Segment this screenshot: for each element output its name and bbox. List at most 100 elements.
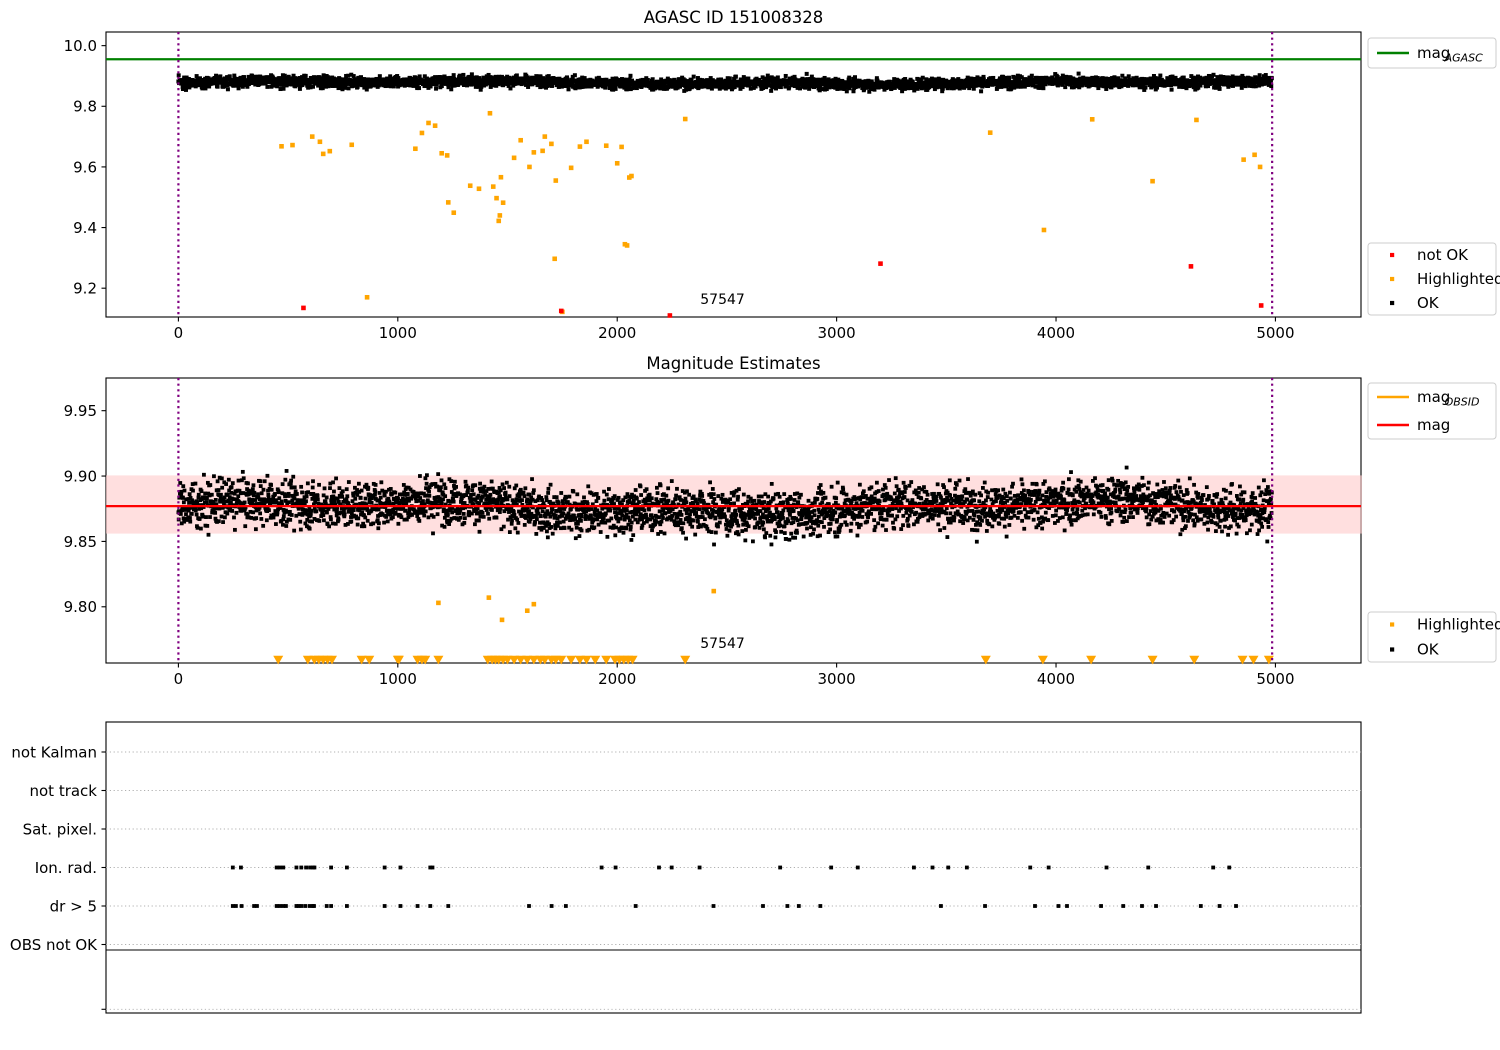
data-point-ok	[535, 517, 539, 522]
data-point-ok	[339, 510, 343, 515]
data-point-ok	[504, 480, 509, 485]
data-point-highlighted	[1089, 117, 1095, 122]
data-point-ok	[746, 76, 751, 81]
data-point-ok	[518, 487, 523, 492]
data-point-ok	[362, 513, 366, 518]
data-point-ok	[522, 494, 527, 499]
data-point-highlighted	[279, 144, 284, 149]
data-point-ok	[365, 508, 370, 512]
data-point-ok	[365, 506, 369, 510]
data-point-ok	[329, 501, 334, 506]
data-point-ok	[313, 500, 318, 505]
data-point-ok	[371, 521, 376, 526]
data-point-ok	[402, 517, 407, 522]
data-point-ok	[1191, 75, 1196, 80]
data-point-ok	[473, 498, 478, 502]
data-point-ok	[522, 522, 527, 527]
data-point-ok	[507, 510, 511, 514]
data-point-ok	[179, 521, 184, 526]
data-point-ok	[373, 482, 378, 487]
data-point-ok	[290, 498, 295, 503]
data-point-ok	[469, 498, 474, 503]
data-point-ok	[515, 530, 520, 535]
data-point-ok	[225, 511, 230, 516]
data-point-ok	[645, 77, 650, 82]
data-point-ok	[293, 489, 298, 494]
data-point-ok	[251, 510, 256, 515]
data-point-ok	[184, 497, 189, 502]
data-point-ok	[340, 87, 345, 92]
data-point-ok	[565, 500, 570, 505]
data-point-highlighted	[500, 200, 506, 205]
data-point-ok	[361, 521, 366, 526]
data-point-ok	[740, 85, 745, 90]
data-point-ok	[417, 518, 422, 523]
data-point-ok	[553, 526, 558, 531]
data-point-ok	[412, 508, 417, 513]
data-point-ok	[995, 85, 1000, 90]
data-point-not-ok	[558, 308, 564, 314]
data-point-ok	[374, 505, 379, 510]
data-point-ok	[706, 85, 711, 90]
data-point-ok	[219, 514, 224, 519]
data-point-ok	[230, 509, 235, 513]
data-point-ok	[1223, 82, 1228, 87]
data-point-ok	[525, 497, 530, 502]
data-point-ok	[449, 87, 454, 92]
data-point-ok	[1000, 74, 1005, 79]
data-point-ok	[424, 486, 428, 491]
data-point-ok	[190, 482, 195, 486]
data-point-highlighted	[309, 134, 315, 139]
data-point-ok	[201, 514, 205, 519]
data-point-ok	[1184, 86, 1189, 91]
data-point-ok	[975, 75, 980, 80]
x-tick-label: 2000	[598, 324, 636, 342]
data-point-ok	[900, 89, 905, 94]
data-point-ok	[867, 89, 872, 94]
data-point-ok	[450, 505, 455, 510]
data-point-ok	[421, 510, 426, 514]
data-point-ok	[241, 476, 246, 481]
data-point-ok	[1076, 71, 1081, 76]
data-point-ok	[1181, 75, 1186, 80]
data-point-ok	[499, 501, 504, 506]
data-point-ok	[195, 525, 200, 530]
data-point-ok	[288, 509, 292, 514]
data-point-ok	[340, 494, 345, 499]
data-point-ok	[487, 501, 492, 505]
data-point-ok	[476, 493, 481, 498]
data-point-ok	[435, 484, 440, 489]
data-point-ok	[488, 498, 493, 503]
data-point-ok	[377, 498, 382, 503]
data-point-ok	[1151, 74, 1156, 79]
data-point-ok	[264, 498, 269, 502]
data-point-ok	[332, 496, 337, 501]
data-point-ok	[695, 76, 700, 81]
x-tick-label: 5000	[1256, 324, 1294, 342]
data-point-ok	[244, 82, 249, 87]
data-point-ok	[302, 495, 307, 500]
data-point-ok	[480, 494, 485, 499]
data-point-highlighted	[542, 134, 548, 139]
data-point-ok	[489, 479, 494, 484]
data-point-highlighted	[603, 143, 609, 148]
data-point-ok	[1112, 75, 1117, 80]
data-point-ok	[449, 516, 454, 521]
data-point-highlighted	[290, 142, 295, 148]
data-point-highlighted	[1041, 227, 1047, 233]
data-point-ok	[408, 487, 413, 492]
data-point-ok	[321, 493, 326, 498]
data-point-ok	[497, 490, 501, 495]
data-point-ok	[523, 486, 528, 491]
data-point-ok	[1096, 77, 1101, 82]
data-point-ok	[458, 74, 463, 79]
data-point-ok	[903, 77, 908, 82]
data-point-highlighted	[1257, 164, 1263, 170]
data-point-ok	[978, 76, 983, 81]
data-point-ok	[1233, 82, 1238, 87]
data-point-ok	[197, 516, 202, 521]
data-point-ok	[1100, 76, 1105, 81]
data-point-ok	[727, 76, 732, 81]
